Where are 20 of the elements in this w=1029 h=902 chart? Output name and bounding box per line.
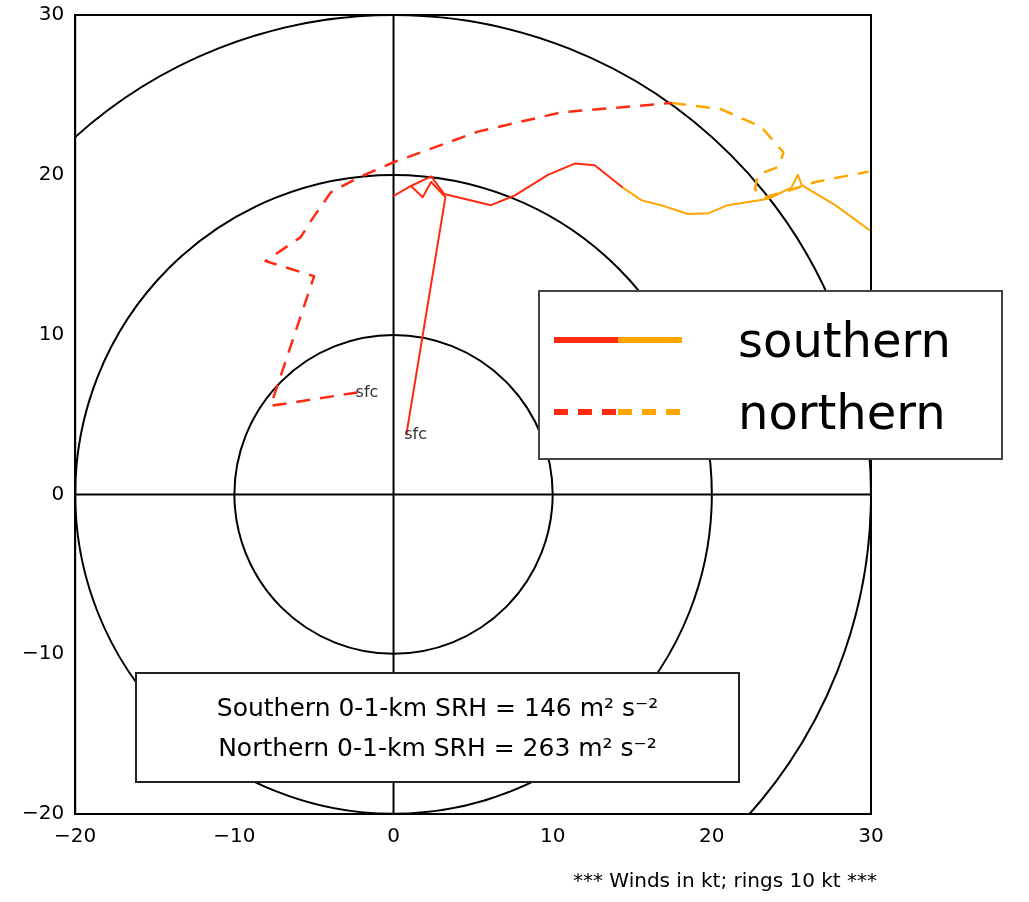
- text: southern: [738, 312, 951, 368]
- y-tick-label: 10: [38, 320, 65, 345]
- y-tick-label: 30: [38, 1, 65, 26]
- x-tick-label: 10: [539, 823, 566, 848]
- x-tick-label: 20: [699, 823, 725, 848]
- annotation: Northern 0-1-km SRH = 263 m² s⁻²: [217, 731, 658, 764]
- y-tick-label: −10: [21, 640, 65, 665]
- x-tick-label: 30: [858, 823, 884, 848]
- text: *** Winds in kt; rings 10 kt ***: [572, 868, 877, 892]
- annotation: sfc: [404, 424, 428, 444]
- x-tick-label: −20: [54, 823, 97, 848]
- x-tick-label: −10: [213, 823, 256, 848]
- y-tick-label: −20: [21, 800, 65, 825]
- annotation: sfc: [355, 381, 379, 401]
- x-tick-label: 0: [387, 823, 400, 848]
- y-tick-label: 20: [38, 161, 65, 185]
- line-series: [264, 101, 674, 408]
- text: northern: [738, 384, 946, 440]
- y-tick-label: 0: [51, 480, 65, 505]
- annotation: Southern 0-1-km SRH = 146 m² s⁻²: [215, 691, 660, 724]
